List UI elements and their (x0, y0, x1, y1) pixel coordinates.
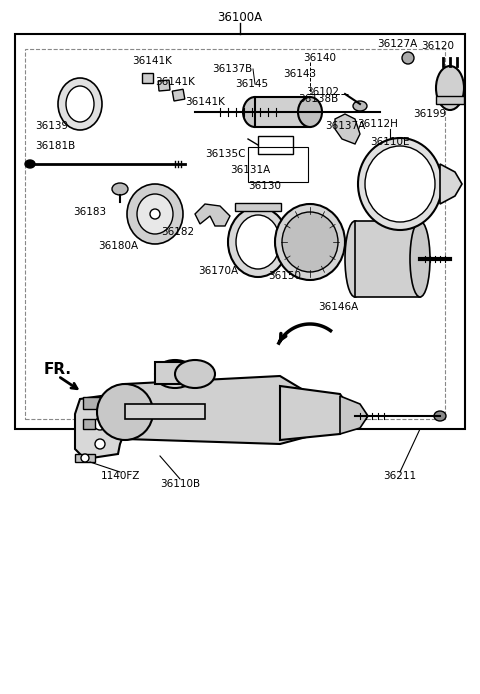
Bar (235, 203, 281, 211)
Ellipse shape (25, 160, 35, 168)
Text: 36141K: 36141K (132, 56, 172, 66)
Ellipse shape (58, 78, 102, 130)
Bar (355, 221, 420, 297)
Text: 36102: 36102 (307, 87, 339, 97)
Ellipse shape (365, 146, 435, 222)
Text: 36180A: 36180A (98, 241, 138, 251)
Text: 36141K: 36141K (155, 77, 195, 87)
Text: 36143: 36143 (283, 69, 317, 79)
Bar (258, 136, 293, 154)
Text: 36110E: 36110E (370, 137, 410, 147)
Ellipse shape (150, 209, 160, 219)
Ellipse shape (402, 52, 414, 64)
Text: 36140: 36140 (303, 53, 336, 63)
Ellipse shape (175, 360, 215, 388)
Text: 1140FZ: 1140FZ (100, 471, 140, 481)
Ellipse shape (127, 184, 183, 244)
Bar (158, 80, 170, 91)
Bar (125, 404, 205, 419)
Bar (172, 90, 185, 101)
Ellipse shape (353, 101, 367, 111)
Bar (83, 397, 101, 409)
Bar (83, 419, 95, 429)
Ellipse shape (410, 221, 430, 297)
Bar (142, 73, 153, 83)
Ellipse shape (228, 207, 288, 277)
Ellipse shape (358, 138, 442, 230)
Ellipse shape (282, 212, 338, 272)
Text: 36141K: 36141K (185, 97, 225, 107)
Text: 36130: 36130 (249, 181, 281, 191)
Text: 36100A: 36100A (217, 10, 263, 24)
Bar (75, 454, 95, 462)
Ellipse shape (137, 194, 173, 234)
Bar (25, 49, 445, 419)
Ellipse shape (436, 66, 464, 110)
Text: 36112H: 36112H (358, 119, 398, 129)
Ellipse shape (236, 215, 280, 269)
Text: 36110B: 36110B (160, 479, 200, 489)
Text: 36127A: 36127A (377, 39, 417, 49)
Text: 36145: 36145 (235, 79, 269, 89)
Polygon shape (335, 114, 360, 144)
Text: 36150: 36150 (268, 271, 301, 281)
Bar (248, 147, 308, 182)
Ellipse shape (243, 97, 267, 127)
Polygon shape (340, 396, 368, 434)
Ellipse shape (81, 454, 89, 462)
Text: 36181B: 36181B (35, 141, 75, 151)
Polygon shape (75, 384, 130, 459)
Bar (15, 34, 465, 429)
Text: 36183: 36183 (73, 207, 107, 217)
Bar (155, 362, 195, 384)
Text: 36139: 36139 (36, 121, 69, 131)
Bar (436, 96, 464, 104)
Polygon shape (280, 386, 355, 440)
Polygon shape (125, 376, 310, 444)
Bar (255, 97, 310, 127)
Text: 36131A: 36131A (230, 165, 270, 175)
Ellipse shape (94, 418, 106, 430)
Ellipse shape (97, 384, 153, 440)
Ellipse shape (345, 221, 365, 297)
Ellipse shape (66, 86, 94, 122)
Text: 36135C: 36135C (205, 149, 245, 159)
Ellipse shape (110, 391, 118, 399)
Text: 36170A: 36170A (198, 266, 238, 276)
Ellipse shape (112, 183, 128, 195)
Text: 36211: 36211 (384, 471, 417, 481)
Polygon shape (195, 204, 230, 226)
Ellipse shape (298, 97, 322, 127)
Text: 36199: 36199 (413, 109, 446, 119)
Text: 36137B: 36137B (212, 64, 252, 74)
Bar (105, 392, 123, 398)
Polygon shape (440, 164, 462, 204)
Text: 36146A: 36146A (318, 302, 358, 312)
Text: 36182: 36182 (161, 227, 194, 237)
Ellipse shape (275, 204, 345, 280)
Text: FR.: FR. (44, 362, 72, 377)
Text: 36138B: 36138B (298, 94, 338, 104)
Text: 36120: 36120 (421, 41, 455, 51)
Ellipse shape (434, 411, 446, 421)
Ellipse shape (95, 439, 105, 449)
Text: 36137A: 36137A (325, 121, 365, 131)
Ellipse shape (155, 360, 195, 388)
